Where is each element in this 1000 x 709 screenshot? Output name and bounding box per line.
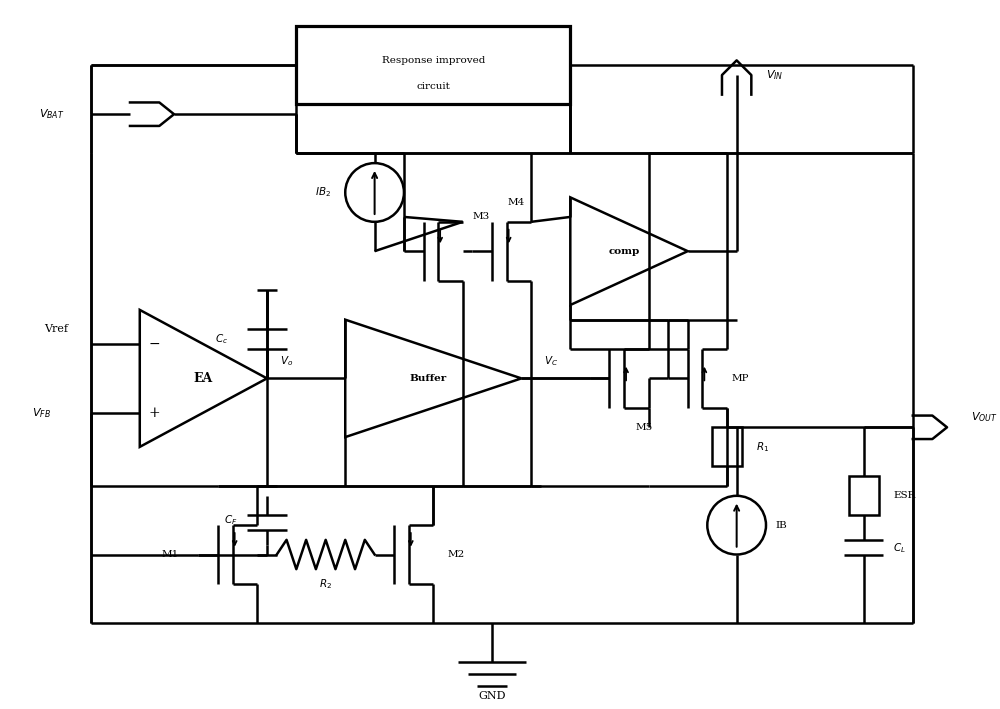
Text: Buffer: Buffer	[410, 374, 447, 383]
Text: M5: M5	[635, 423, 652, 432]
Bar	[849, 476, 879, 515]
Text: Response improved: Response improved	[382, 56, 485, 65]
Text: circuit: circuit	[416, 82, 450, 91]
Text: $V_o$: $V_o$	[280, 354, 293, 368]
Text: $V_{IN}$: $V_{IN}$	[766, 68, 784, 82]
Text: IB: IB	[776, 520, 788, 530]
Text: +: +	[149, 406, 160, 420]
Text: $V_{BAT}$: $V_{BAT}$	[39, 107, 64, 121]
Text: MP: MP	[732, 374, 749, 383]
Text: comp: comp	[609, 247, 640, 256]
Text: GND: GND	[478, 691, 506, 701]
Text: ESR: ESR	[893, 491, 916, 501]
Text: M3: M3	[472, 213, 490, 221]
Text: $C_F$: $C_F$	[224, 513, 238, 527]
Text: $R_2$: $R_2$	[319, 577, 332, 591]
Text: −: −	[149, 337, 160, 351]
Text: $V_{OUT}$: $V_{OUT}$	[971, 411, 998, 425]
Text: M1: M1	[162, 550, 179, 559]
Bar	[712, 428, 742, 467]
Text: $V_{FB}$: $V_{FB}$	[32, 406, 51, 420]
Text: M2: M2	[448, 550, 465, 559]
Text: Vref: Vref	[45, 325, 69, 335]
Text: $C_L$: $C_L$	[893, 541, 906, 554]
Bar	[296, 26, 570, 104]
Text: M4: M4	[508, 198, 525, 207]
Text: $IB_2$: $IB_2$	[315, 186, 331, 199]
Text: $R_1$: $R_1$	[756, 440, 769, 454]
Text: $V_C$: $V_C$	[544, 354, 558, 368]
Text: $C_c$: $C_c$	[215, 333, 228, 346]
Text: EA: EA	[194, 372, 213, 385]
